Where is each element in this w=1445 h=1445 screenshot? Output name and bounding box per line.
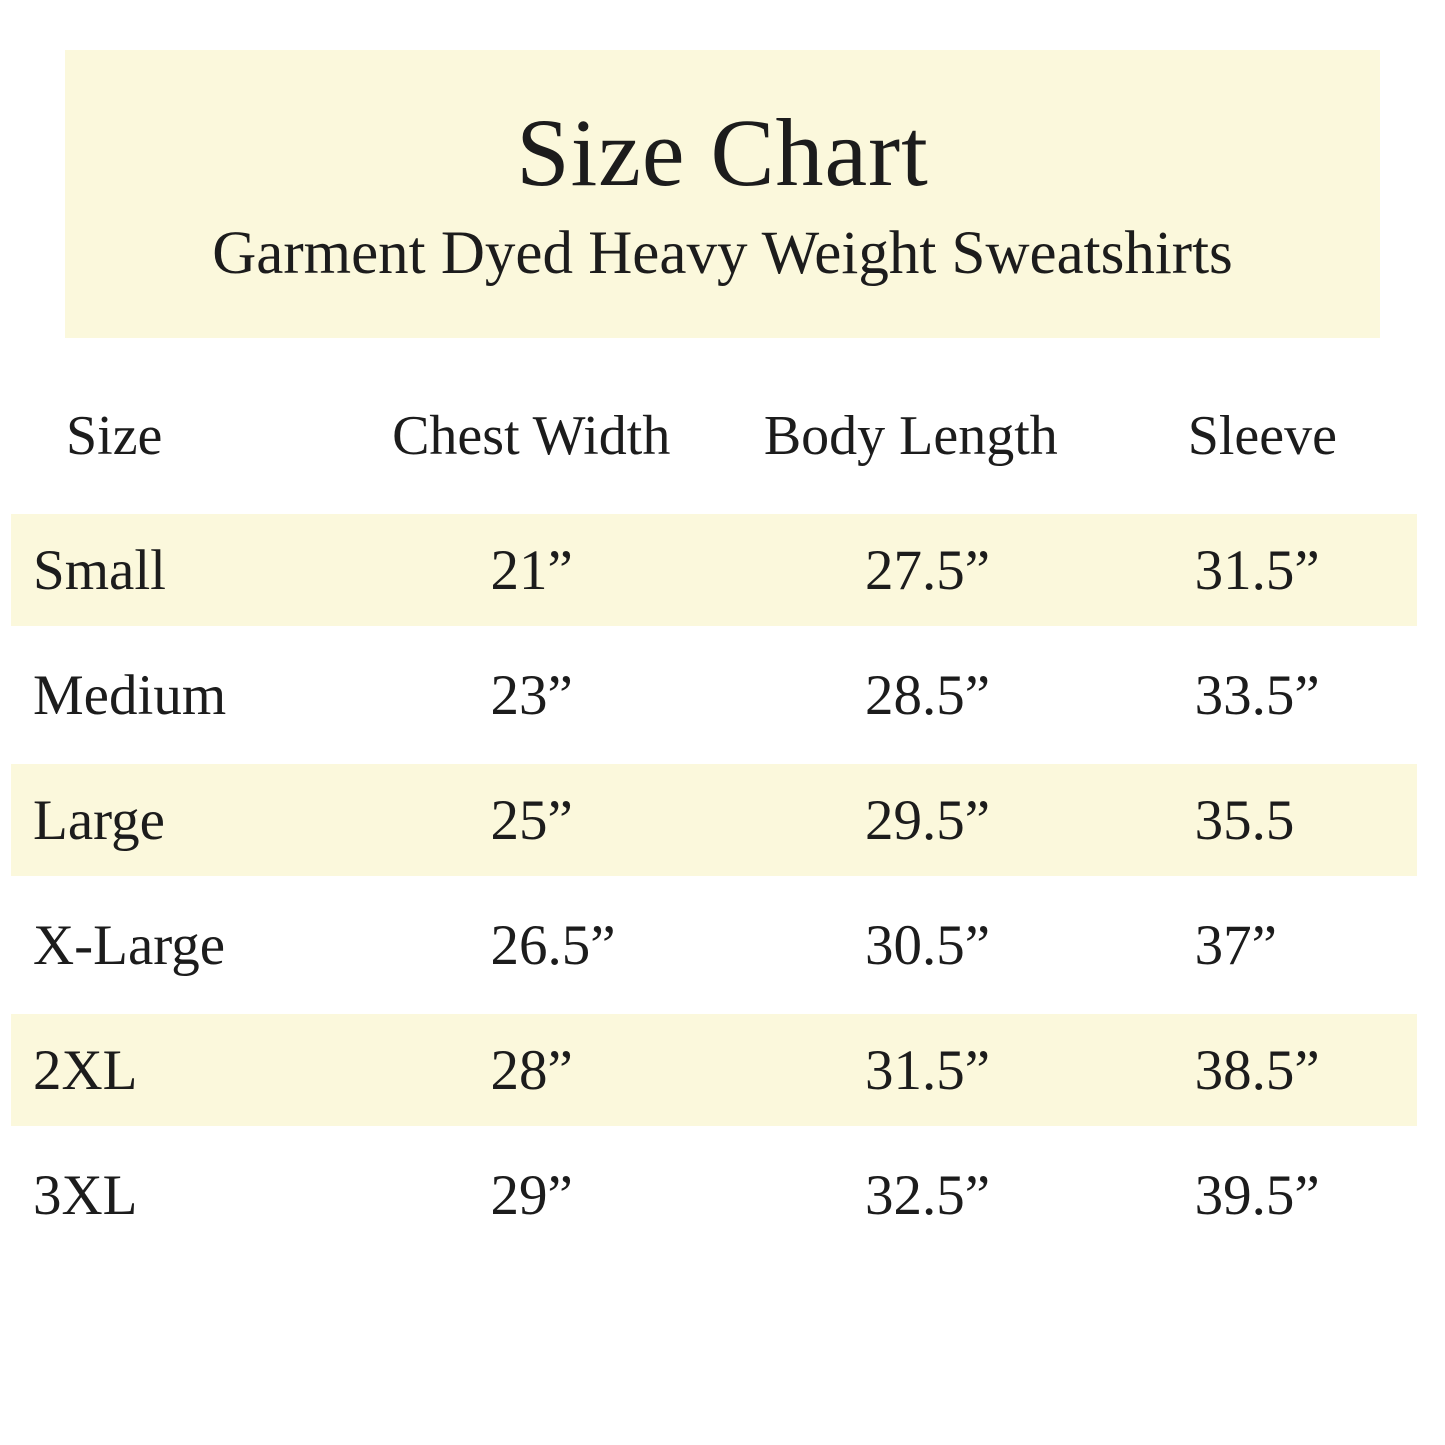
table-cell: 31.5” (864, 1038, 991, 1102)
table-cell: 29” (490, 1163, 573, 1227)
column-header: Size (66, 405, 163, 467)
table-cell: 25” (490, 788, 573, 852)
table-cell: 35.5 (1194, 788, 1295, 852)
table-header-row: Size Chest Width Body Length Sleeve (11, 371, 1417, 501)
table-cell: 38.5” (1194, 1038, 1320, 1102)
table-cell: 28.5” (864, 663, 991, 727)
table-row: 3XL 29” 32.5” 39.5” (11, 1139, 1417, 1251)
table-cell: 3XL (33, 1163, 138, 1227)
table-row: Small 21” 27.5” 31.5” (11, 514, 1417, 626)
table-row: X-Large 26.5” 30.5” 37” (11, 889, 1417, 1001)
table-cell: 28” (490, 1038, 573, 1102)
table-cell: 27.5” (864, 538, 991, 602)
table-cell: 32.5” (864, 1163, 991, 1227)
table-cell: 26.5” (490, 913, 616, 977)
table-body: Small 21” 27.5” 31.5” Medium 23” 28.5” 33.5” Lar… (11, 514, 1417, 1251)
table-cell: 33.5” (1194, 663, 1320, 727)
page-title: Size Chart (516, 98, 929, 206)
page-subtitle: Garment Dyed Heavy Weight Sweatshirts (212, 219, 1233, 287)
size-table: Size Chest Width Body Length Sleeve Small 21… (11, 358, 1417, 1264)
table-row: 2XL 28” 31.5” 38.5” (11, 1014, 1417, 1126)
column-header: Body Length (763, 405, 1058, 467)
table-row: Medium 23” 28.5” 33.5” (11, 639, 1417, 751)
size-chart-header: Size Chart Garment Dyed Heavy Weight Swe… (65, 50, 1380, 338)
table-cell: 21” (490, 538, 573, 602)
table-cell: Large (33, 788, 165, 852)
table-cell: 2XL (33, 1038, 138, 1102)
table-cell: Small (33, 538, 167, 602)
column-header: Sleeve (1187, 405, 1337, 467)
table-cell: Medium (33, 663, 227, 727)
table-cell: 31.5” (1194, 538, 1320, 602)
table-cell: 37” (1194, 913, 1277, 977)
table-head: Size Chest Width Body Length Sleeve (11, 371, 1417, 501)
table-cell: 30.5” (864, 913, 991, 977)
column-header: Chest Width (392, 405, 671, 467)
table-row: Large 25” 29.5” 35.5 (11, 764, 1417, 876)
table-cell: 23” (490, 663, 573, 727)
table-cell: 39.5” (1194, 1163, 1320, 1227)
table-cell: 29.5” (864, 788, 991, 852)
table-cell: X-Large (33, 913, 226, 977)
